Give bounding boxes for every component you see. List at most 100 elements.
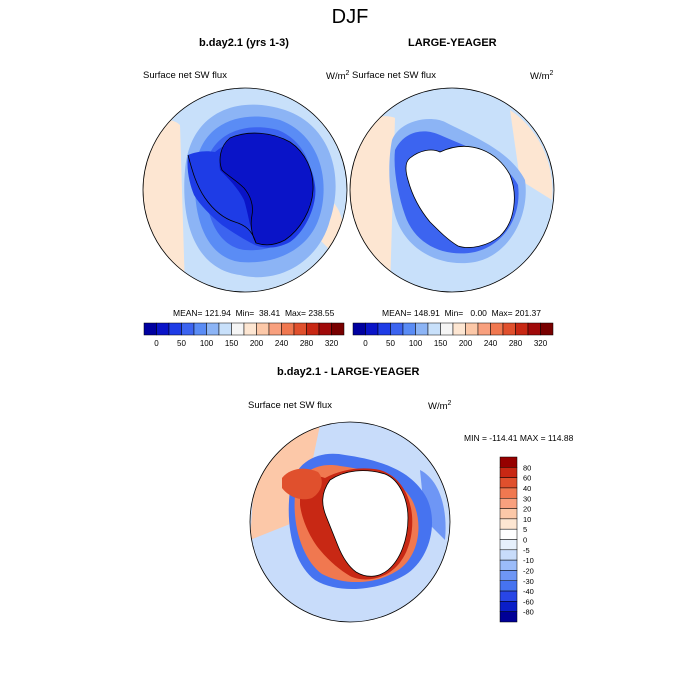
colorbar-swatch	[499, 559, 518, 571]
colorbar-swatch	[143, 322, 157, 336]
colorbar-swatch	[527, 322, 541, 336]
colorbar-swatch	[218, 322, 232, 336]
right-antarctica	[405, 146, 515, 248]
left-variable-label: Surface net SW flux	[143, 70, 227, 81]
colorbar-swatch	[499, 601, 518, 612]
left-antarctica-east	[219, 133, 314, 245]
colorbar-swatch	[440, 322, 454, 336]
diff-map-border	[249, 421, 451, 623]
colorbar-tick-label: 50	[386, 339, 395, 348]
colorbar-swatch	[193, 322, 207, 336]
colorbar-swatch	[377, 322, 391, 336]
colorbar-swatch	[499, 498, 518, 509]
main-title: DJF	[331, 6, 369, 28]
colorbar-swatch	[365, 322, 379, 336]
colorbar-swatch	[499, 590, 518, 602]
colorbar-swatch	[499, 477, 518, 489]
colorbar-tick-label: 150	[434, 339, 448, 348]
colorbar-swatch	[168, 322, 182, 336]
colorbar-tick-label: 280	[300, 339, 314, 348]
left-colorbar: 0 50 100 150 200 240 280 320	[143, 322, 345, 348]
right-map	[350, 88, 554, 292]
colorbar-swatch	[306, 322, 320, 336]
colorbar-swatch	[499, 580, 518, 592]
colorbar-swatch	[352, 322, 366, 336]
colorbar-swatch	[181, 322, 195, 336]
colorbar-tick-label: 240	[275, 339, 289, 348]
colorbar-tick-label: 200	[250, 339, 264, 348]
right-panel-title: LARGE-YEAGER	[408, 37, 497, 49]
right-units-label: W/m2	[530, 70, 554, 83]
left-map-border	[142, 87, 348, 293]
colorbar-tick-label: 60	[523, 474, 531, 483]
colorbar-tick-label: 0	[363, 339, 368, 348]
right-stats: MEAN= 148.91 Min= 0.00 Max= 201.37	[382, 308, 541, 318]
colorbar-tick-label: 0	[154, 339, 159, 348]
colorbar-swatch	[499, 487, 518, 499]
right-warm-sector	[350, 116, 395, 290]
diff-panel-title: b.day2.1 - LARGE-YEAGER	[277, 366, 420, 378]
colorbar-swatch	[499, 508, 518, 520]
diff-antarctica	[322, 470, 408, 577]
diff-blue-east	[420, 470, 446, 540]
colorbar-swatch	[515, 322, 529, 336]
colorbar-tick-label: 100	[200, 339, 214, 348]
colorbar-swatch	[427, 322, 441, 336]
colorbar-tick-label: 100	[409, 339, 423, 348]
right-colorbar: 0 50 100 150 200 240 280 320	[352, 322, 554, 348]
right-coastline	[405, 146, 515, 248]
colorbar-tick-label: 50	[177, 339, 186, 348]
colorbar-tick-label: 200	[459, 339, 473, 348]
diff-coastline	[322, 470, 409, 577]
colorbar-swatch	[499, 611, 518, 623]
colorbar-tick-label: 320	[325, 339, 339, 348]
colorbar-swatch	[231, 322, 245, 336]
colorbar-tick-label: 150	[225, 339, 239, 348]
colorbar-swatch	[499, 518, 518, 530]
colorbar-tick-label: -10	[523, 556, 534, 565]
left-warm-sector	[143, 120, 185, 290]
colorbar-swatch	[490, 322, 504, 336]
colorbar-swatch	[499, 570, 518, 581]
left-panel-title: b.day2.1 (yrs 1-3)	[199, 37, 289, 49]
colorbar-tick-label: -30	[523, 577, 534, 586]
colorbar-swatch	[499, 456, 518, 468]
colorbar-swatch	[402, 322, 416, 336]
colorbar-swatch	[499, 528, 518, 540]
colorbar-tick-label: -5	[523, 546, 530, 555]
colorbar-tick-label: -40	[523, 587, 534, 596]
colorbar-swatch	[331, 322, 345, 336]
colorbar-swatch	[268, 322, 282, 336]
colorbar-swatch	[415, 322, 429, 336]
colorbar-tick-label: 0	[523, 536, 527, 545]
colorbar-tick-label: 10	[523, 515, 531, 524]
colorbar-swatch	[499, 467, 518, 478]
colorbar-tick-label: 20	[523, 505, 531, 514]
right-variable-label: Surface net SW flux	[352, 70, 436, 81]
colorbar-tick-label: 5	[523, 525, 527, 534]
colorbar-tick-label: 240	[484, 339, 498, 348]
diff-hotspot	[282, 468, 322, 500]
colorbar-tick-label: 40	[523, 484, 531, 493]
colorbar-swatch	[318, 322, 332, 336]
diff-stats: MIN = -114.41 MAX = 114.88	[464, 433, 574, 443]
colorbar-swatch	[390, 322, 404, 336]
colorbar-tick-label: 80	[523, 463, 531, 472]
colorbar-tick-label: -80	[523, 608, 534, 617]
colorbar-swatch	[540, 322, 554, 336]
right-map-border	[349, 87, 555, 293]
colorbar-swatch	[243, 322, 257, 336]
colorbar-swatch	[281, 322, 295, 336]
left-units-label: W/m2	[326, 70, 350, 83]
diff-units-label: W/m2	[428, 400, 452, 413]
colorbar-tick-label: 30	[523, 494, 531, 503]
colorbar-tick-label: -60	[523, 597, 534, 606]
colorbar-swatch	[499, 549, 518, 561]
left-coastline	[219, 132, 314, 246]
left-stats: MEAN= 121.94 Min= 38.41 Max= 238.55	[173, 308, 335, 318]
diff-variable-label: Surface net SW flux	[248, 400, 332, 411]
left-peninsula-coast	[187, 154, 257, 244]
colorbar-tick-label: 280	[509, 339, 523, 348]
